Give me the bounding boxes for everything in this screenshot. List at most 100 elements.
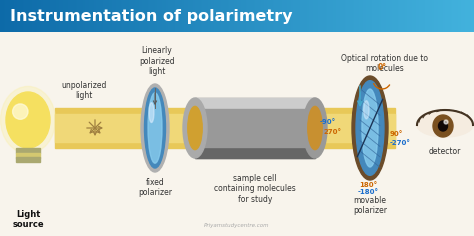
Bar	[338, 0, 339, 32]
Bar	[105, 0, 106, 32]
Bar	[337, 0, 338, 32]
Bar	[283, 0, 284, 32]
Bar	[91, 0, 92, 32]
Bar	[233, 0, 234, 32]
Bar	[45, 0, 46, 32]
Bar	[313, 0, 314, 32]
Bar	[227, 0, 228, 32]
Bar	[213, 0, 214, 32]
Bar	[456, 0, 457, 32]
Ellipse shape	[148, 93, 162, 163]
Bar	[234, 0, 235, 32]
Bar	[442, 0, 443, 32]
Bar	[410, 0, 411, 32]
Bar	[10, 0, 11, 32]
Bar	[225, 0, 226, 32]
Bar	[240, 0, 241, 32]
Bar	[174, 0, 175, 32]
Bar	[78, 0, 79, 32]
Bar	[324, 0, 325, 32]
Bar	[364, 0, 365, 32]
Ellipse shape	[438, 121, 447, 131]
Bar	[148, 0, 149, 32]
Bar	[262, 0, 263, 32]
Bar	[350, 0, 351, 32]
Bar	[152, 0, 153, 32]
Bar	[212, 0, 213, 32]
Bar	[69, 0, 70, 32]
Ellipse shape	[362, 89, 378, 167]
Bar	[144, 0, 145, 32]
Bar	[214, 0, 215, 32]
Bar	[246, 0, 247, 32]
Bar	[96, 0, 97, 32]
Bar	[190, 0, 191, 32]
Bar	[334, 0, 335, 32]
Bar	[398, 0, 399, 32]
Bar	[455, 0, 456, 32]
Bar	[243, 0, 244, 32]
Bar	[425, 0, 426, 32]
Bar	[106, 0, 107, 32]
Bar	[33, 0, 34, 32]
Bar	[204, 0, 205, 32]
Bar	[360, 0, 361, 32]
Bar	[98, 0, 99, 32]
Bar	[405, 0, 406, 32]
Bar	[449, 0, 450, 32]
Bar	[470, 0, 471, 32]
Bar	[386, 0, 387, 32]
Bar	[29, 0, 30, 32]
Bar	[217, 0, 218, 32]
Bar	[58, 0, 59, 32]
Bar	[356, 0, 357, 32]
Bar	[49, 0, 50, 32]
Bar	[326, 0, 327, 32]
Bar	[0, 0, 1, 32]
Bar	[297, 0, 298, 32]
Bar	[28, 0, 29, 32]
Bar	[68, 0, 69, 32]
Bar	[191, 0, 192, 32]
Bar	[7, 0, 8, 32]
Bar	[347, 0, 348, 32]
Bar	[80, 0, 81, 32]
Bar	[451, 0, 452, 32]
Bar	[8, 0, 9, 32]
Bar	[211, 0, 212, 32]
Bar	[86, 0, 87, 32]
Bar	[201, 0, 202, 32]
Bar	[276, 0, 277, 32]
Bar	[232, 0, 233, 32]
Bar	[134, 0, 135, 32]
Bar	[359, 0, 360, 32]
Bar	[1, 0, 2, 32]
Bar	[89, 0, 90, 32]
Bar	[140, 0, 141, 32]
Bar	[310, 0, 311, 32]
Bar	[128, 0, 129, 32]
Bar	[156, 0, 157, 32]
Bar	[430, 0, 431, 32]
Bar	[466, 0, 467, 32]
Bar	[16, 0, 17, 32]
Bar	[202, 0, 203, 32]
Bar	[463, 0, 464, 32]
Bar	[284, 0, 285, 32]
Bar	[447, 0, 448, 32]
Bar	[77, 0, 78, 32]
Ellipse shape	[13, 104, 28, 119]
Bar	[35, 0, 36, 32]
Bar	[274, 0, 275, 32]
Bar	[208, 0, 209, 32]
Bar	[264, 0, 265, 32]
Bar	[390, 0, 391, 32]
Bar	[14, 0, 15, 32]
Bar	[253, 0, 254, 32]
Bar	[131, 0, 132, 32]
Bar	[135, 0, 136, 32]
Bar	[166, 0, 167, 32]
Bar	[16, 153, 40, 157]
Bar	[130, 0, 131, 32]
Bar	[66, 0, 67, 32]
